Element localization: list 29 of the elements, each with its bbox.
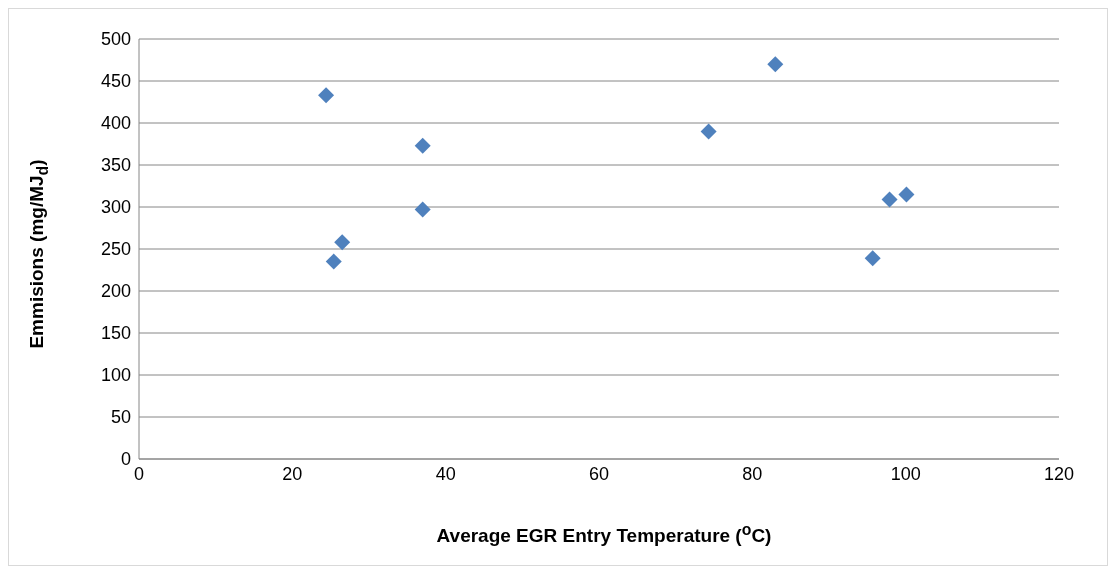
y-tick-label: 0	[120, 449, 131, 470]
point	[898, 186, 915, 203]
y-tick-label: 100	[100, 365, 131, 386]
y-tick-label: 50	[110, 407, 131, 428]
x-tick-label: 0	[133, 463, 145, 484]
y-tick-label: 300	[100, 197, 131, 218]
point	[864, 250, 881, 267]
point	[325, 253, 342, 270]
y-tick-label: 450	[100, 71, 131, 92]
point	[414, 137, 431, 154]
x-tick-label: 20	[282, 463, 303, 484]
y-tick-label: 200	[100, 281, 131, 302]
x-tick-label: 120	[1043, 463, 1075, 484]
x-tick-label: 100	[890, 463, 921, 484]
y-tick-label: 500	[100, 29, 131, 50]
x-tick-label: 80	[742, 463, 763, 484]
x-tick-label: 40	[435, 463, 456, 484]
point	[767, 56, 784, 73]
y-tick-label: 150	[100, 323, 131, 344]
y-tick-label: 250	[100, 239, 131, 260]
point	[700, 123, 717, 140]
x-tick-label: 60	[588, 463, 610, 484]
point	[334, 234, 351, 251]
y-tick-label: 350	[100, 155, 131, 176]
point	[414, 201, 431, 218]
point	[318, 87, 335, 104]
point	[881, 191, 898, 208]
y-tick-label: 400	[100, 113, 131, 134]
x-axis-title: Average EGR Entry Temperature ($^{o}$C)	[435, 521, 773, 548]
